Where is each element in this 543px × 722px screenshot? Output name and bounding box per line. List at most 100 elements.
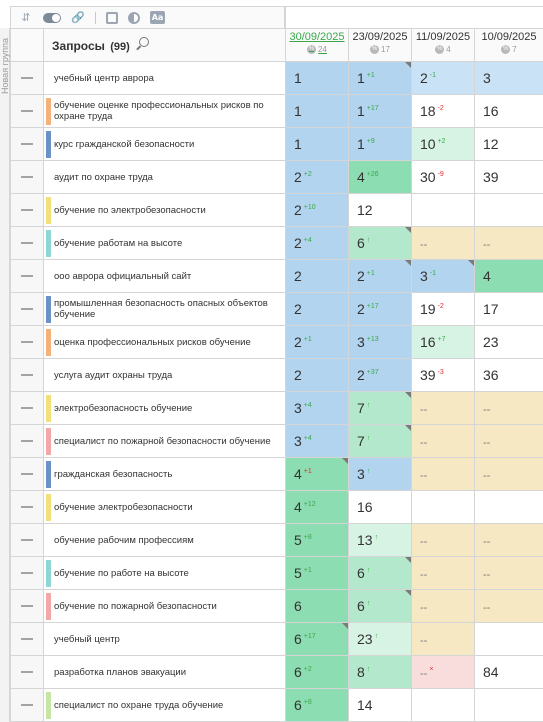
position-cell[interactable]: 19 -2: [411, 292, 475, 326]
square-icon[interactable]: [106, 11, 118, 24]
position-cell[interactable]: 2 +1: [348, 259, 412, 293]
position-cell[interactable]: [474, 193, 543, 227]
position-cell[interactable]: 6 +8: [285, 688, 349, 722]
position-cell[interactable]: --: [411, 589, 475, 623]
date-column-header[interactable]: 30/09/2025% 24: [285, 28, 349, 62]
position-cell[interactable]: --: [474, 589, 543, 623]
query-cell[interactable]: обучение по пожарной безопасности: [43, 589, 286, 623]
toggle-icon[interactable]: [43, 12, 61, 23]
position-cell[interactable]: 2 +4: [285, 226, 349, 260]
table-row[interactable]: учебный центр аврора 1 1 +1 2 -1 3: [10, 61, 543, 95]
date-label[interactable]: 30/09/2025: [289, 31, 345, 43]
table-row[interactable]: обучение по пожарной безопасности 6 6 ↑ -- --: [10, 589, 543, 623]
position-cell[interactable]: 1 +17: [348, 94, 412, 128]
table-row[interactable]: электробезопасность обучение 3 +4 7 ↑ -- --: [10, 391, 543, 425]
position-cell[interactable]: [411, 193, 475, 227]
position-cell[interactable]: 4 +12: [285, 490, 349, 524]
position-cell[interactable]: [474, 622, 543, 656]
row-handle[interactable]: [10, 688, 44, 722]
position-cell[interactable]: 6 ↑: [348, 589, 412, 623]
position-cell[interactable]: 6 ↑: [348, 226, 412, 260]
position-cell[interactable]: 4 +26: [348, 160, 412, 194]
position-cell[interactable]: 18 -2: [411, 94, 475, 128]
position-cell[interactable]: [411, 490, 475, 524]
position-cell[interactable]: 2 -1: [411, 61, 475, 95]
table-row[interactable]: учебный центр 6 +17 23 ↑ --: [10, 622, 543, 656]
position-cell[interactable]: 12: [348, 193, 412, 227]
position-cell[interactable]: 6 +2: [285, 655, 349, 689]
row-handle[interactable]: [10, 358, 44, 392]
position-cell[interactable]: [411, 688, 475, 722]
position-cell[interactable]: 5 +8: [285, 523, 349, 557]
date-label[interactable]: 10/09/2025: [481, 31, 537, 43]
table-row[interactable]: обучение по электробезопасности 2 +10 12: [10, 193, 543, 227]
table-row[interactable]: аудит по охране труда 2 +2 4 +26 30 -9 39: [10, 160, 543, 194]
row-handle[interactable]: [10, 523, 44, 557]
table-row[interactable]: гражданская безопасность 4 +1 3 ↑ -- --: [10, 457, 543, 491]
position-cell[interactable]: 3 +4: [285, 424, 349, 458]
position-cell[interactable]: 7 ↑: [348, 424, 412, 458]
table-row[interactable]: оценка профессиональных рисков обучение 2…: [10, 325, 543, 359]
position-cell[interactable]: 8 ↑: [348, 655, 412, 689]
position-cell[interactable]: 2: [285, 292, 349, 326]
table-row[interactable]: промышленная безопасность опасных объект…: [10, 292, 543, 326]
table-row[interactable]: услуга аудит охраны труда 2 2 +37 39 -3 36: [10, 358, 543, 392]
position-cell[interactable]: 39 -3: [411, 358, 475, 392]
row-handle[interactable]: [10, 325, 44, 359]
table-row[interactable]: обучение работам на высоте 2 +4 6 ↑ -- --: [10, 226, 543, 260]
group-sidebar[interactable]: Новая группа: [0, 28, 10, 722]
position-cell[interactable]: 2 +37: [348, 358, 412, 392]
table-row[interactable]: обучение рабочим профессиям 5 +8 13 ↑ -- --: [10, 523, 543, 557]
position-cell[interactable]: 6 ↑: [348, 556, 412, 590]
position-cell[interactable]: 23: [474, 325, 543, 359]
position-cell[interactable]: --: [411, 226, 475, 260]
position-cell[interactable]: --: [474, 226, 543, 260]
table-row[interactable]: специалист по пожарной безопасности обуч…: [10, 424, 543, 458]
position-cell[interactable]: 2: [285, 259, 349, 293]
query-cell[interactable]: гражданская безопасность: [43, 457, 286, 491]
position-cell[interactable]: 16: [474, 94, 543, 128]
query-cell[interactable]: специалист по охране труда обучение: [43, 688, 286, 722]
position-cell[interactable]: 84: [474, 655, 543, 689]
row-handle[interactable]: [10, 622, 44, 656]
query-cell[interactable]: разработка планов эвакуации: [43, 655, 286, 689]
table-row[interactable]: специалист по охране труда обучение 6 +8 14: [10, 688, 543, 722]
row-handle[interactable]: [10, 655, 44, 689]
row-handle[interactable]: [10, 127, 44, 161]
position-cell[interactable]: --: [411, 391, 475, 425]
row-handle[interactable]: [10, 457, 44, 491]
row-handle[interactable]: [10, 424, 44, 458]
query-cell[interactable]: обучение по электробезопасности: [43, 193, 286, 227]
position-cell[interactable]: 3 +4: [285, 391, 349, 425]
position-cell[interactable]: 2 +17: [348, 292, 412, 326]
date-column-header[interactable]: 11/09/2025% 4: [411, 28, 475, 62]
query-cell[interactable]: оценка профессиональных рисков обучение: [43, 325, 286, 359]
position-cell[interactable]: 6 +17: [285, 622, 349, 656]
position-cell[interactable]: 3 ↑: [348, 457, 412, 491]
query-cell[interactable]: промышленная безопасность опасных объект…: [43, 292, 286, 326]
row-handle[interactable]: [10, 94, 44, 128]
link-icon[interactable]: 🔗: [71, 11, 85, 24]
position-cell[interactable]: --: [411, 556, 475, 590]
position-cell[interactable]: [474, 490, 543, 524]
contrast-icon[interactable]: [128, 11, 140, 24]
query-cell[interactable]: аудит по охране труда: [43, 160, 286, 194]
table-row[interactable]: курс гражданской безопасности 1 1 +9 10 +2 12: [10, 127, 543, 161]
row-handle[interactable]: [10, 160, 44, 194]
position-cell[interactable]: 2: [285, 358, 349, 392]
position-cell[interactable]: --: [474, 556, 543, 590]
position-cell[interactable]: 14: [348, 688, 412, 722]
position-cell[interactable]: 2 +2: [285, 160, 349, 194]
table-row[interactable]: обучение электробезопасности 4 +12 16: [10, 490, 543, 524]
row-handle[interactable]: [10, 61, 44, 95]
position-cell[interactable]: --: [411, 424, 475, 458]
position-cell[interactable]: 13 ↑: [348, 523, 412, 557]
date-column-header[interactable]: 10/09/2025% 7: [474, 28, 543, 62]
query-cell[interactable]: учебный центр аврора: [43, 61, 286, 95]
query-cell[interactable]: специалист по пожарной безопасности обуч…: [43, 424, 286, 458]
query-cell[interactable]: обучение электробезопасности: [43, 490, 286, 524]
position-cell[interactable]: 4: [474, 259, 543, 293]
position-cell[interactable]: 1: [285, 61, 349, 95]
position-cell[interactable]: --: [474, 391, 543, 425]
position-cell[interactable]: 5 +1: [285, 556, 349, 590]
